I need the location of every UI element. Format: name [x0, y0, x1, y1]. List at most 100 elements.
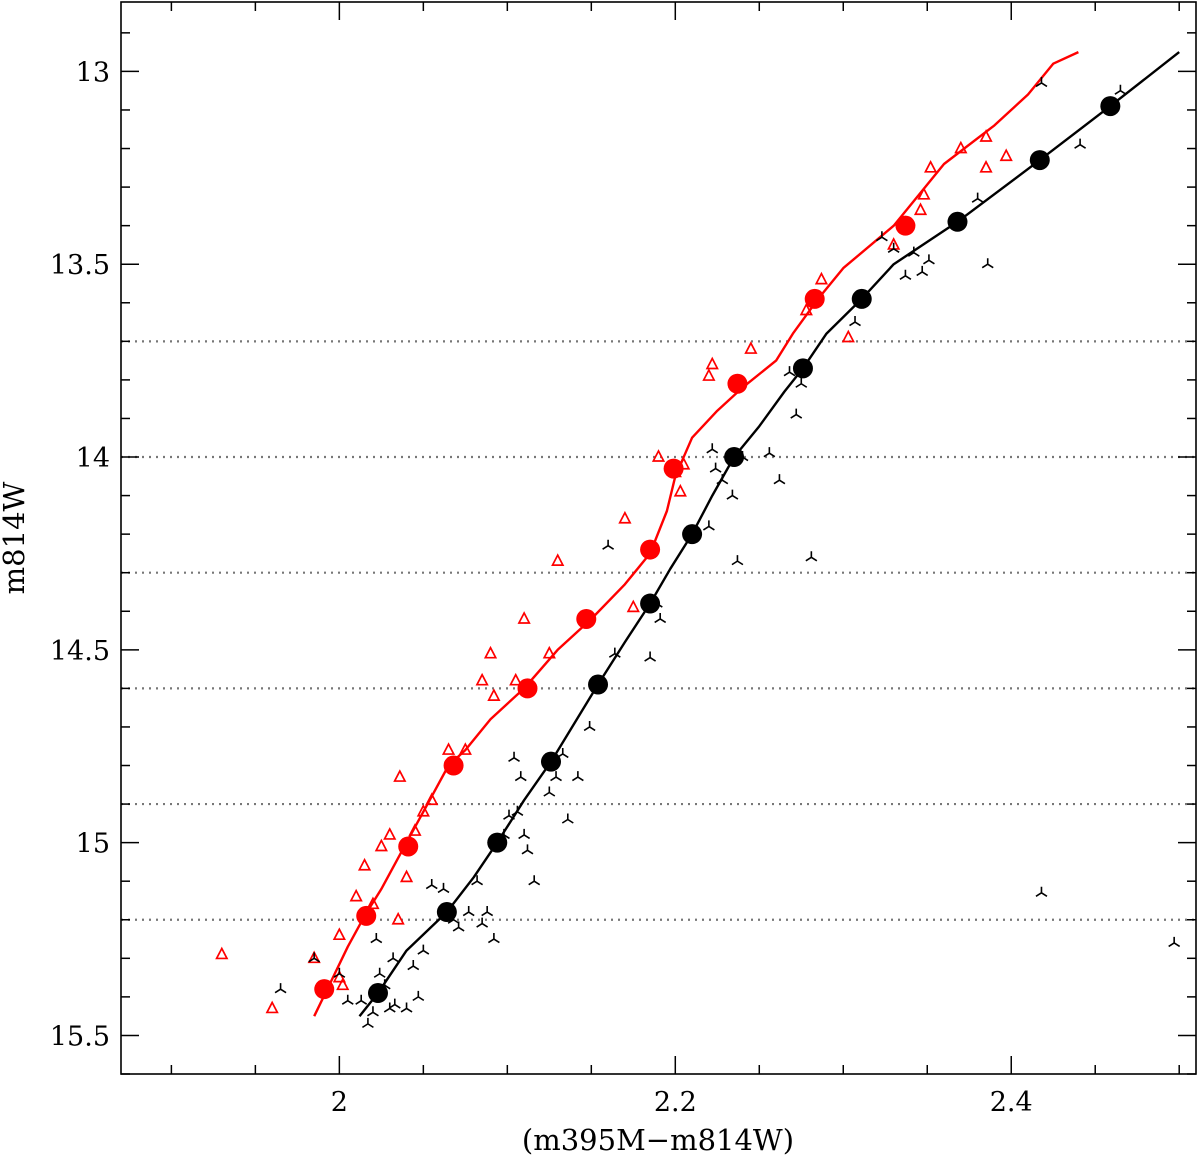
star-tripod — [795, 377, 808, 388]
ridge-point — [356, 905, 377, 926]
star-tripod — [916, 265, 929, 277]
star-triangle — [458, 742, 472, 755]
star-triangle — [517, 611, 531, 624]
star-tripod — [528, 875, 541, 886]
star-triangle — [357, 857, 372, 871]
star-triangle — [618, 510, 632, 524]
star-tripod — [503, 809, 515, 820]
x-axis-title: (m395M−m814W) — [522, 1123, 794, 1157]
star-triangle — [336, 977, 350, 991]
y-axis-title: m814W — [0, 481, 31, 594]
star-tripod — [805, 551, 818, 562]
star-triangle — [673, 483, 687, 497]
star-tripod — [462, 906, 475, 917]
y-tick-label: 13 — [76, 57, 110, 88]
y-tick-label: 14.5 — [50, 636, 110, 667]
ridge-point — [663, 458, 684, 479]
star-tripod — [773, 474, 786, 485]
star-triangle — [814, 271, 829, 285]
star-tripod — [899, 269, 912, 280]
star-triangle — [651, 449, 666, 462]
star-tripod — [508, 751, 520, 762]
star-tripod — [387, 952, 400, 963]
star-triangle — [999, 148, 1013, 162]
star-triangle — [265, 1000, 279, 1014]
star-tripod — [476, 917, 489, 928]
star-triangle — [383, 827, 397, 840]
ridge-point — [443, 755, 464, 776]
star-tripod — [1168, 936, 1181, 948]
star-triangle — [913, 202, 928, 216]
star-tripod — [511, 805, 524, 816]
ridge-point — [541, 751, 561, 772]
ridge-point — [804, 288, 825, 309]
star-triangle — [349, 888, 363, 902]
star-tripod — [481, 906, 494, 917]
star-triangle — [332, 927, 346, 941]
star-tripod — [783, 366, 796, 377]
star-tripod — [923, 254, 935, 265]
reference-lines — [121, 340, 1196, 921]
star-tripod — [571, 771, 584, 782]
ridge-point — [588, 674, 609, 695]
star-tripod — [452, 921, 465, 932]
star-triangle — [924, 159, 938, 173]
star-tripod — [400, 1002, 413, 1013]
star-tripod — [887, 242, 900, 253]
ridge-point — [895, 215, 916, 236]
star-triangle — [391, 911, 405, 925]
ridge-point — [1100, 96, 1121, 117]
star-tripod — [706, 443, 719, 454]
star-tripod — [412, 990, 425, 1002]
ridge-point — [576, 608, 597, 629]
star-tripod — [521, 844, 534, 855]
star-tripod — [417, 944, 430, 955]
star-triangle — [425, 792, 439, 806]
star-tripod — [1035, 76, 1048, 88]
plot-frame — [120, 1, 1197, 1075]
star-tripod — [981, 258, 994, 269]
star-tripod — [361, 1017, 374, 1029]
ridge-point — [314, 979, 335, 1000]
star-triangle — [483, 645, 498, 659]
star-tripod — [875, 231, 888, 242]
ridge-point — [367, 983, 388, 1004]
ridge-point — [487, 832, 508, 853]
star-tripod — [333, 967, 346, 978]
star-triangle — [979, 129, 993, 142]
star-triangle — [744, 341, 758, 354]
star-tripod — [308, 952, 321, 963]
star-tripod — [407, 960, 420, 971]
ridge-point — [792, 358, 813, 379]
star-tripod — [608, 647, 621, 658]
star-tripod — [373, 967, 386, 978]
star-triangle — [399, 869, 414, 883]
ridge-point — [727, 373, 748, 394]
ridge-point — [1029, 150, 1050, 171]
star-triangle — [332, 969, 346, 983]
star-tripod — [702, 520, 715, 531]
star-triangle — [307, 950, 321, 964]
star-tripod — [790, 408, 803, 419]
ridge-point — [640, 593, 661, 614]
star-triangle — [393, 769, 407, 782]
star-tripod — [1074, 138, 1087, 149]
star-tripod — [274, 983, 287, 994]
star-triangle — [702, 368, 716, 381]
star-tripod — [602, 539, 615, 550]
star-tripod — [726, 489, 739, 500]
ridge-point — [724, 447, 745, 468]
star-triangle — [509, 672, 523, 686]
x-tick-label: 2.4 — [990, 1087, 1033, 1118]
y-tick-label: 14 — [76, 443, 110, 474]
star-triangle — [841, 329, 855, 343]
ridge-point — [517, 678, 538, 699]
ridge-point — [436, 902, 457, 923]
star-triangle — [416, 803, 430, 817]
fiducial-lines — [313, 51, 1180, 1017]
star-triangle — [954, 140, 968, 154]
star-tripod — [518, 828, 531, 840]
ridge-point — [640, 539, 661, 560]
star-tripod — [644, 651, 657, 662]
star-triangle — [917, 186, 931, 200]
